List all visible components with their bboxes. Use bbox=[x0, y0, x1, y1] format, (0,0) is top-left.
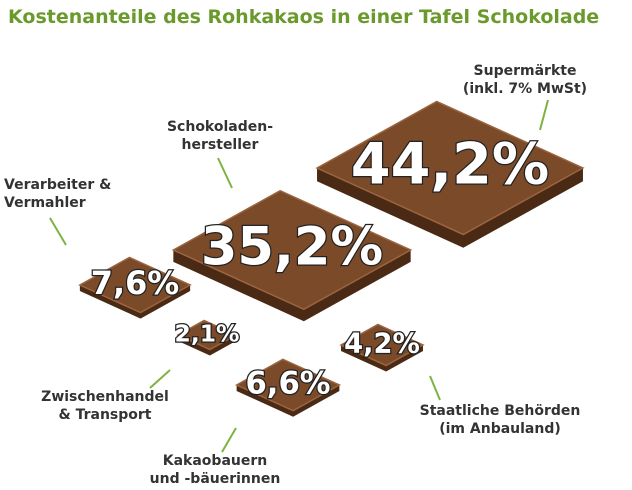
category-label: Verarbeiter & Vermahler bbox=[4, 176, 134, 212]
category-label: Zwischenhandel & Transport bbox=[30, 388, 180, 424]
value-label: 2,1% bbox=[175, 320, 240, 348]
category-label: Staatliche Behörden (im Anbauland) bbox=[400, 402, 600, 438]
value-label: 7,6% bbox=[91, 264, 180, 302]
value-label: 35,2% bbox=[201, 217, 383, 278]
category-label: Schokoladen- hersteller bbox=[150, 118, 290, 154]
value-label: 44,2% bbox=[351, 132, 549, 198]
value-label: 6,6% bbox=[245, 367, 330, 402]
value-label: 4,2% bbox=[344, 329, 420, 360]
category-label: Kakaobauern und -bäuerinnen bbox=[130, 452, 300, 488]
infographic: Kostenanteile des Rohkakaos in einer Taf… bbox=[0, 0, 632, 490]
category-label: Supermärkte (inkl. 7% MwSt) bbox=[455, 62, 595, 98]
